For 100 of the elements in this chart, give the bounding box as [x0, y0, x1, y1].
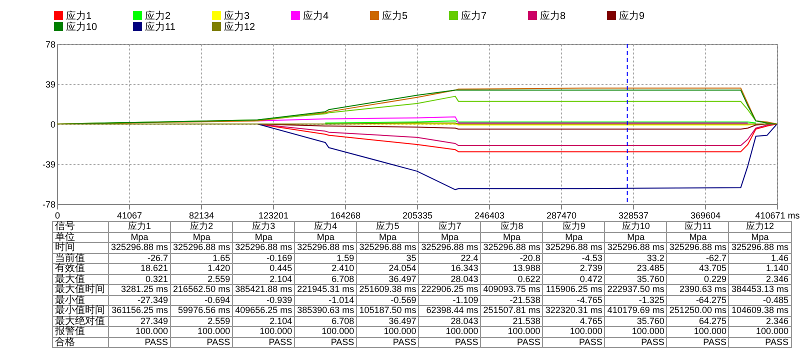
x-tick-label: 164268 — [330, 210, 361, 220]
text: 最大值 — [52, 274, 108, 284]
text: Mpa — [728, 232, 792, 242]
x-tick-label: 82134 — [188, 210, 214, 220]
text: 27.349 — [108, 316, 171, 326]
text: 应力5 — [356, 221, 419, 232]
text: 35.760 — [604, 274, 667, 284]
text: 100.000 — [170, 326, 233, 337]
text: PASS — [604, 336, 667, 348]
text: Mpa — [108, 232, 171, 242]
text: Mpa — [356, 232, 419, 242]
text: 33.2 — [604, 252, 667, 264]
text: 3281.25 ms — [108, 284, 171, 295]
text: 0.229 — [666, 274, 729, 284]
text: 325296.88 ms — [604, 242, 667, 253]
text: 251250.00 ms — [666, 305, 729, 316]
text: 251609.38 ms — [356, 284, 419, 295]
text: 1.140 — [728, 263, 792, 274]
text: 325296.88 ms — [542, 242, 605, 253]
text: 28.043 — [418, 274, 481, 284]
text: 221945.31 ms — [294, 284, 357, 295]
text: 325296.88 ms — [418, 242, 481, 253]
text: 应力10 — [604, 221, 667, 232]
text: Mpa — [542, 232, 605, 242]
text: Mpa — [294, 232, 357, 242]
text: 单位 — [52, 232, 108, 242]
x-tick-label: 369604 — [690, 210, 721, 220]
x-tick-label: 123201 — [258, 210, 289, 220]
text: 1.59 — [294, 252, 357, 264]
text: 100.000 — [728, 326, 792, 337]
y-tick-label: 39 — [45, 80, 56, 90]
text: -1.109 — [418, 294, 481, 306]
text: 409656.25 ms — [232, 305, 295, 316]
text: 35.760 — [604, 316, 667, 326]
text: 应力12 — [728, 221, 792, 232]
text: 应力11 — [666, 221, 729, 232]
text: 59976.56 ms — [170, 305, 233, 316]
text: PASS — [542, 336, 605, 348]
text: 322320.31 ms — [542, 305, 605, 316]
text: -0.485 — [728, 294, 792, 306]
text: 0.622 — [480, 274, 543, 284]
text: 23.485 — [604, 263, 667, 274]
text: 最大绝对值 — [52, 316, 108, 326]
text: 2.739 — [542, 263, 605, 274]
y-tick-label: -39 — [42, 160, 56, 170]
x-tick-label: 41067 — [116, 210, 142, 220]
x-tick-label: 328537 — [618, 210, 649, 220]
legend-label: 应力4 — [303, 11, 329, 22]
text: 28.043 — [418, 316, 481, 326]
legend-label: 应力2 — [145, 11, 171, 22]
text: 应力3 — [232, 221, 295, 232]
text: -20.8 — [480, 252, 543, 264]
text: 2.346 — [728, 316, 792, 326]
text: 410179.69 ms — [604, 305, 667, 316]
text: 100.000 — [604, 326, 667, 337]
text: 2.346 — [728, 274, 792, 284]
y-tick-label: 78 — [45, 40, 56, 50]
text: 21.538 — [480, 316, 543, 326]
text: 222906.25 ms — [418, 284, 481, 295]
text: -21.538 — [480, 294, 543, 306]
text: 325296.88 ms — [480, 242, 543, 253]
x-tick-label: 287470 — [546, 210, 577, 220]
x-tick-label: 205335 — [402, 210, 433, 220]
text: 104609.38 ms — [728, 305, 792, 316]
text: 0.321 — [108, 274, 171, 284]
text: 0.472 — [542, 274, 605, 284]
text: -62.7 — [666, 252, 729, 264]
text: 2.559 — [170, 316, 233, 326]
text: PASS — [728, 336, 792, 348]
text: 应力2 — [170, 221, 233, 232]
legend-label: 应力12 — [224, 22, 256, 33]
text: 325296.88 ms — [728, 242, 792, 253]
text: 1.46 — [728, 252, 792, 264]
text: PASS — [108, 336, 171, 348]
text: -27.349 — [108, 294, 171, 306]
text: 应力4 — [294, 221, 357, 232]
text: 1.420 — [170, 263, 233, 274]
text: 100.000 — [232, 326, 295, 337]
text: 222937.50 ms — [604, 284, 667, 295]
text: 325296.88 ms — [108, 242, 171, 253]
x-tick-label: 410671 ms — [755, 210, 800, 220]
text: -0.169 — [232, 252, 295, 264]
text: 2.104 — [232, 274, 295, 284]
text: 325296.88 ms — [666, 242, 729, 253]
text: 2.410 — [294, 263, 357, 274]
text: 24.054 — [356, 263, 419, 274]
text: 2.559 — [170, 274, 233, 284]
text: 应力7 — [418, 221, 481, 232]
text: 16.343 — [418, 263, 481, 274]
text: 13.988 — [480, 263, 543, 274]
text: -4.765 — [542, 294, 605, 306]
legend-label: 应力5 — [382, 11, 408, 22]
text: Mpa — [604, 232, 667, 242]
x-tick-label: 246403 — [474, 210, 505, 220]
text: 64.275 — [666, 316, 729, 326]
text: PASS — [418, 336, 481, 348]
text: 最小值时间 — [52, 305, 108, 316]
legend-label: 应力9 — [619, 11, 645, 22]
text: -1.325 — [604, 294, 667, 306]
text: 100.000 — [418, 326, 481, 337]
